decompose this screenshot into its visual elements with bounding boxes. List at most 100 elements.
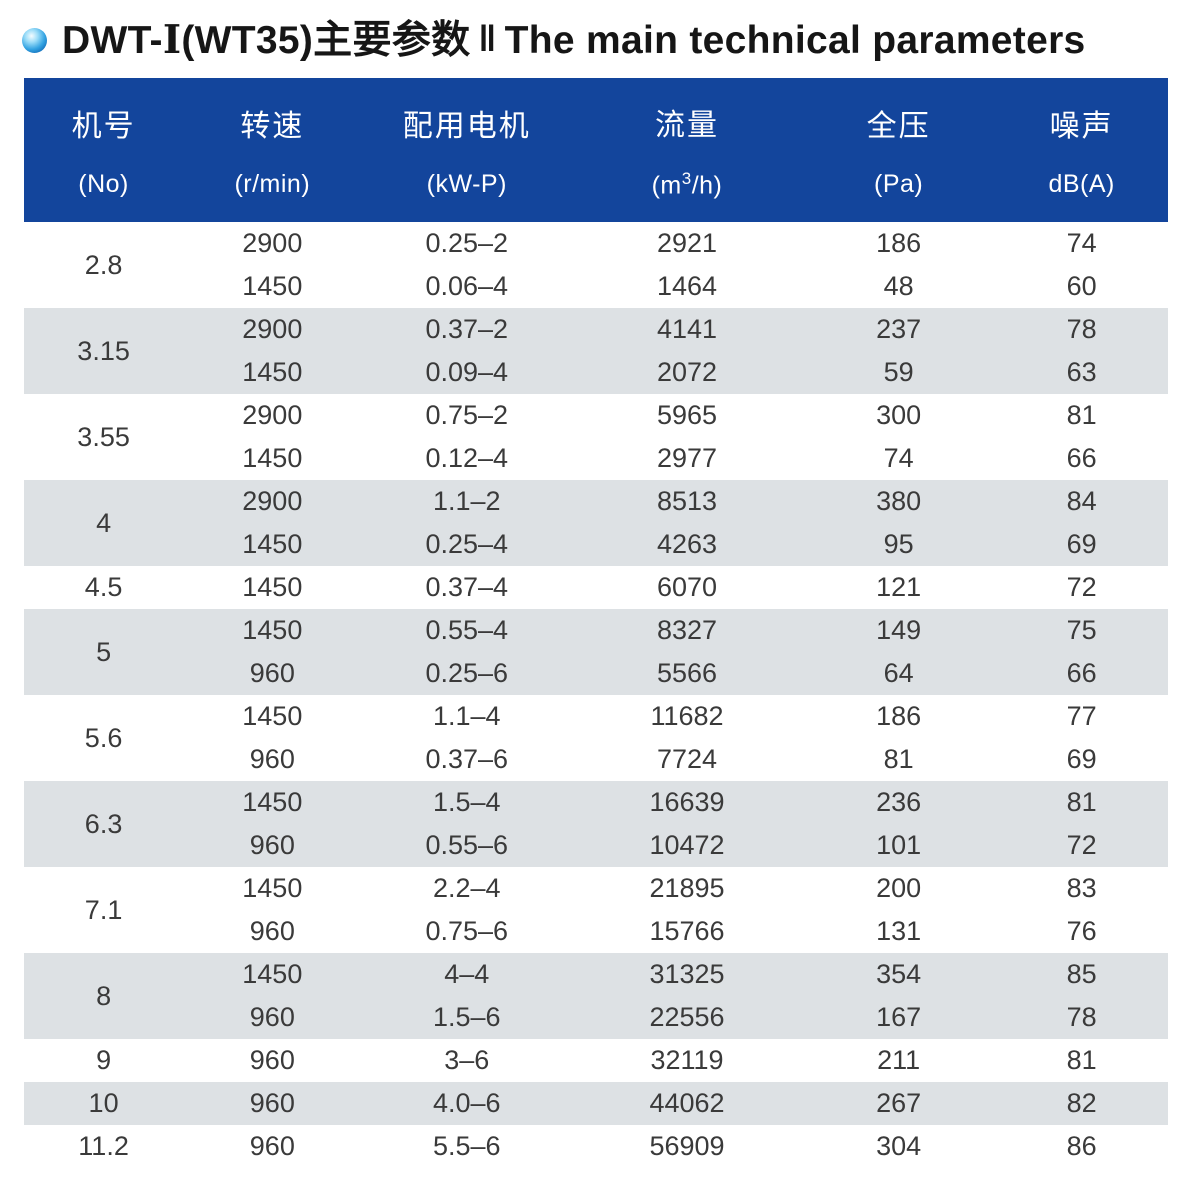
column-header-machine-no: 机号 (No): [24, 78, 184, 222]
table-row: 5 1450 0.55–4 8327 149 75: [23, 609, 1168, 667]
speed-cell: 960: [249, 1002, 295, 1032]
flow-cell: 32119: [650, 1045, 724, 1075]
noise-cell: 86: [1066, 1131, 1097, 1161]
title-roman-numeral: Ⅰ: [162, 18, 182, 62]
table-row: 9 960 3–6 32119 211 81: [23, 1039, 1168, 1082]
pressure-cell: 211: [877, 1045, 921, 1075]
motor-cell: 0.09–4: [425, 357, 509, 387]
motor-cell: 1.5–4: [432, 787, 501, 817]
motor-cell: 0.55–4: [425, 615, 509, 645]
motor-cell: 0.06–4: [425, 271, 509, 301]
flow-cell: 6070: [656, 572, 718, 602]
page-title-row: DWT-Ⅰ(WT35)主要参数 ‖ The main technical param…: [0, 0, 1191, 78]
noise-cell: 69: [1066, 744, 1097, 774]
pressure-cell: 167: [876, 1002, 922, 1032]
speed-cell: 960: [249, 744, 295, 774]
noise-cell: 60: [1066, 271, 1097, 301]
motor-cell: 5.5–6: [432, 1131, 501, 1161]
motor-cell: 1.1–4: [432, 701, 501, 731]
speed-cell: 960: [249, 1045, 295, 1075]
machine-no-cell: 4: [96, 507, 112, 538]
table-row: 1450 0.12–4 2977 74 66: [23, 437, 1168, 480]
table-row: 1450 0.06–4 1464 48 60: [23, 265, 1168, 308]
pressure-cell: 64: [883, 658, 914, 688]
machine-no-cell: 8: [96, 980, 112, 1011]
pressure-cell: 300: [876, 400, 922, 430]
parameters-table: 机号 (No) 转速 (r/min) 配用电机 (kW-P): [23, 78, 1168, 1168]
pressure-cell: 267: [876, 1088, 922, 1118]
pressure-cell: 121: [876, 572, 922, 602]
motor-cell: 0.25–6: [425, 658, 509, 688]
motor-cell: 0.37–6: [425, 744, 509, 774]
pressure-unit: (Pa): [874, 170, 924, 198]
speed-cell: 960: [249, 830, 295, 860]
machine-no-cell: 6.3: [84, 808, 123, 839]
title-divider: ‖: [478, 17, 497, 59]
table-row: 960 0.25–6 5566 64 66: [23, 652, 1168, 695]
motor-cell: 0.55–6: [425, 830, 509, 860]
motor-cell: 0.25–2: [425, 228, 509, 258]
parameters-table-header: 机号 (No) 转速 (r/min) 配用电机 (kW-P): [23, 78, 1168, 222]
flow-cell: 2977: [656, 443, 718, 473]
motor-unit: (kW-P): [426, 170, 507, 198]
machine-no-cell: 9: [96, 1045, 112, 1075]
noise-cell: 78: [1066, 314, 1097, 344]
title-prefix: DWT-: [62, 18, 163, 62]
table-row: 10 960 4.0–6 44062 267 82: [23, 1082, 1168, 1125]
flow-cell: 15766: [649, 916, 725, 946]
speed-cell: 1450: [242, 959, 303, 989]
column-header-flow: 流量 (m3/h): [573, 78, 802, 222]
speed-cell: 1450: [242, 271, 303, 301]
motor-cell: 2.2–4: [432, 873, 501, 903]
machine-no-cell: 3.55: [77, 421, 130, 452]
noise-cell: 81: [1066, 787, 1097, 817]
speed-label: 转速: [240, 110, 305, 143]
motor-cell: 0.12–4: [425, 443, 509, 473]
speed-cell: 1450: [242, 572, 303, 602]
motor-cell: 3–6: [444, 1045, 490, 1075]
machine-no-cell: 3.15: [77, 335, 130, 366]
noise-unit: dB(A): [1048, 170, 1115, 198]
flow-cell: 1464: [656, 271, 718, 301]
pressure-cell: 200: [876, 873, 922, 903]
column-header-speed: 转速 (r/min): [184, 78, 361, 222]
header-row: 机号 (No) 转速 (r/min) 配用电机 (kW-P): [23, 78, 1168, 222]
speed-cell: 1450: [242, 701, 303, 731]
table-row: 960 1.5–6 22556 167 78: [23, 996, 1168, 1039]
flow-cell: 7724: [656, 744, 718, 774]
title-english: The main technical parameters: [504, 18, 1086, 62]
noise-cell: 85: [1066, 959, 1097, 989]
noise-cell: 82: [1066, 1088, 1097, 1118]
motor-cell: 4.0–6: [432, 1088, 501, 1118]
pressure-cell: 48: [883, 271, 914, 301]
table-row: 6.3 1450 1.5–4 16639 236 81: [23, 781, 1168, 839]
speed-cell: 1450: [242, 873, 303, 903]
speed-cell: 1450: [242, 529, 303, 559]
pressure-cell: 354: [876, 959, 922, 989]
table-row: 3.15 2900 0.37–2 4141 237 78: [23, 308, 1168, 366]
flow-cell: 8327: [656, 615, 718, 645]
table-row: 1450 0.25–4 4263 95 69: [23, 523, 1168, 566]
pressure-cell: 237: [876, 314, 922, 344]
speed-unit: (r/min): [234, 170, 311, 198]
page-title: DWT-Ⅰ(WT35)主要参数 ‖ The main technical param…: [62, 17, 1086, 62]
pressure-cell: 95: [883, 529, 914, 559]
motor-cell: 0.25–4: [425, 529, 509, 559]
column-header-motor: 配用电机 (kW-P): [361, 78, 573, 222]
blue-sphere-bullet-icon: [22, 27, 47, 53]
parameters-table-body: 2.8 2900 0.25–2 2921 186 74 1450 0.06–4 1464 48 60…: [23, 222, 1168, 1168]
speed-cell: 1450: [242, 787, 303, 817]
noise-cell: 72: [1066, 572, 1097, 602]
speed-cell: 960: [249, 916, 295, 946]
machine-no-cell: 7.1: [84, 894, 123, 925]
table-row: 4 2900 1.1–2 8513 380 84: [23, 480, 1168, 538]
pressure-cell: 380: [876, 486, 922, 516]
pressure-cell: 74: [883, 443, 914, 473]
flow-cell: 5965: [656, 400, 718, 430]
flow-cell: 56909: [649, 1131, 725, 1161]
noise-cell: 81: [1066, 1045, 1097, 1075]
noise-cell: 83: [1066, 873, 1097, 903]
flow-cell: 4263: [656, 529, 718, 559]
noise-cell: 74: [1066, 228, 1097, 258]
flow-cell: 16639: [649, 787, 725, 817]
